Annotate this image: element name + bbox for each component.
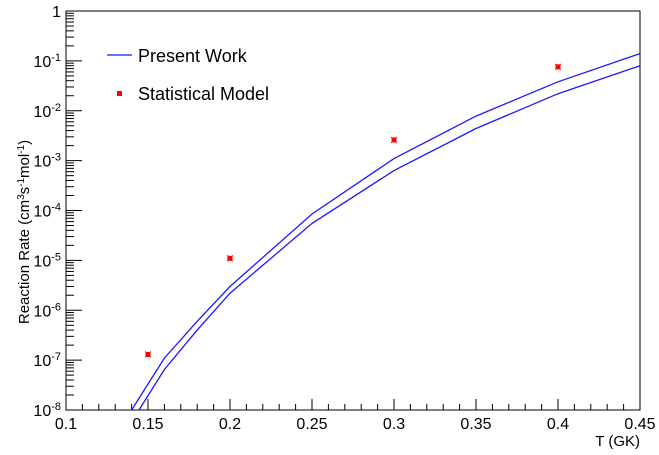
x-axis-title: T (GK) [595, 433, 640, 450]
x-tick-label: 0.45 [624, 416, 655, 433]
y-tick-label: 10-8 [33, 401, 61, 420]
axes: 0.1 0.15 0.2 0.25 0.3 0.35 0.4 0.45 10-8 10-7 10-6… [33, 4, 655, 433]
statistical-model-point [554, 63, 562, 71]
x-tick-label: 0.1 [55, 416, 77, 433]
y-tick-label: 10-4 [33, 202, 61, 221]
x-tick-label: 0.25 [296, 416, 327, 433]
legend-label-present-work: Present Work [138, 46, 248, 66]
x-tick-label: 0.3 [383, 416, 405, 433]
y-tick-label: 10-5 [33, 251, 61, 270]
x-tick-label: 0.35 [460, 416, 491, 433]
y-axis-title: Reaction Rate (cm3s-1mol-1) [16, 140, 34, 324]
statistical-model-point [226, 255, 234, 262]
legend-label-statistical-model: Statistical Model [138, 84, 269, 104]
y-tick-label: 10-7 [33, 351, 61, 370]
statistical-model-point [144, 351, 152, 358]
x-tick-label: 0.15 [132, 416, 163, 433]
legend-marker-statistical-model [117, 91, 122, 96]
y-axis-title-part-d: ) [16, 140, 33, 145]
y-tick-label: 10-3 [33, 152, 61, 171]
y-tick-label: 10-2 [33, 102, 61, 121]
y-tick-label: 10-6 [33, 301, 61, 320]
legend: Present Work Statistical Model [107, 46, 269, 104]
y-tick-label: 1 [52, 4, 61, 21]
y-axis-title-part-c: mol [16, 154, 33, 178]
x-tick-label: 0.2 [219, 416, 241, 433]
y-axis-title-sup-2: -1 [16, 178, 27, 187]
series-layer [131, 52, 641, 411]
x-tick-label: 0.4 [547, 416, 569, 433]
y-axis-title-part-a: Reaction Rate (cm [16, 200, 33, 324]
y-axis-title-part-b: s [16, 187, 33, 195]
y-axis-title-sup-3: -1 [16, 144, 27, 153]
series-line-lower [138, 65, 641, 411]
y-tick-label: 10-1 [33, 52, 61, 71]
series-line-upper [131, 52, 641, 411]
statistical-model-point [390, 136, 398, 144]
y-axis-title-sup-1: 3 [16, 194, 27, 200]
plot-frame [65, 10, 641, 411]
